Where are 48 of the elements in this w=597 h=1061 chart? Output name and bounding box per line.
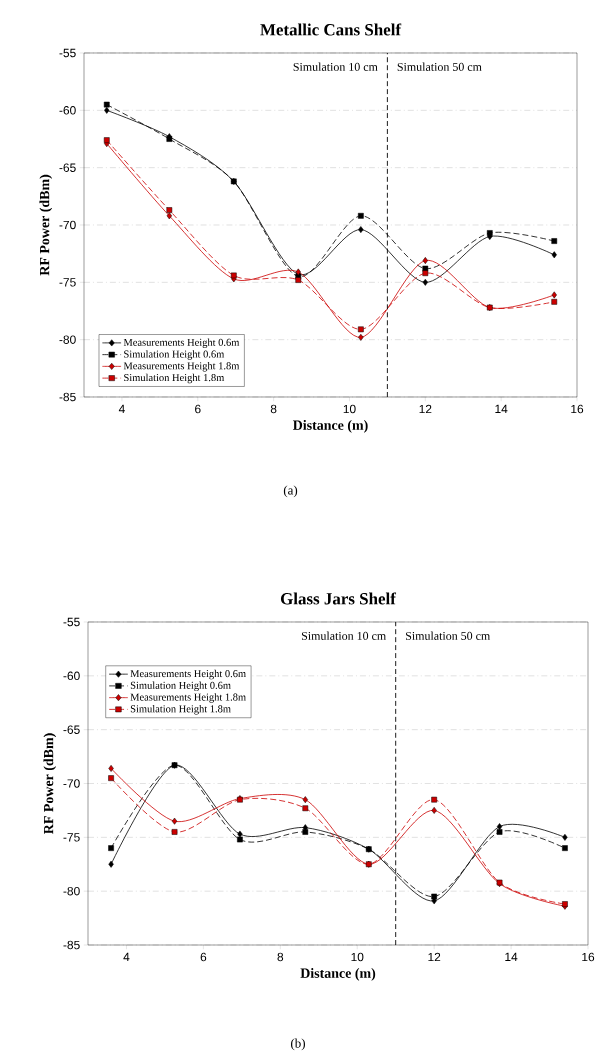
y-tick-label: -60 bbox=[59, 106, 76, 115]
legend-label: Simulation Height 1.8m bbox=[130, 705, 231, 715]
chart-title: Metallic Cans Shelf bbox=[260, 23, 402, 36]
legend-label: Measurements Height 1.8m bbox=[123, 362, 240, 372]
legend-label: Measurements Height 0.6m bbox=[130, 669, 246, 680]
y-tick-label: -85 bbox=[63, 940, 80, 950]
x-tick-label: 4 bbox=[123, 952, 130, 961]
text: (a) bbox=[283, 485, 298, 498]
y-tick-label: -60 bbox=[63, 671, 80, 681]
chart-title: Glass Jars Shelf bbox=[280, 592, 397, 605]
x-tick-label: 6 bbox=[195, 404, 201, 414]
x-tick-label: 8 bbox=[270, 404, 277, 414]
x-axis-title: Distance (m) bbox=[300, 968, 376, 981]
y-axis-title: RF Power (dBm) bbox=[43, 733, 57, 834]
annotation: Simulation 50 cm bbox=[406, 631, 491, 640]
y-tick-label: -70 bbox=[63, 779, 80, 788]
y-tick-label: -55 bbox=[59, 48, 76, 58]
y-tick-label: -80 bbox=[63, 886, 80, 896]
x-tick-label: 10 bbox=[343, 404, 356, 414]
x-tick-label: 6 bbox=[200, 952, 207, 962]
y-axis-title: RF Power (dBm) bbox=[39, 174, 53, 276]
y-tick-label: -65 bbox=[63, 725, 80, 734]
x-tick-label: 14 bbox=[505, 952, 518, 961]
y-tick-label: -65 bbox=[59, 163, 76, 172]
y-tick-label: -85 bbox=[59, 392, 76, 402]
legend-label: Simulation Height 0.6m bbox=[124, 350, 225, 360]
legend-label: Simulation Height 0.6m bbox=[130, 681, 231, 692]
legend-label: Simulation Height 1.8m bbox=[124, 373, 225, 384]
x-tick-label: 14 bbox=[495, 404, 508, 413]
legend-label: Measurements Height 0.6m bbox=[123, 338, 240, 349]
legend-label: Measurements Height 1.8m bbox=[130, 693, 246, 703]
y-tick-label: -80 bbox=[59, 335, 76, 344]
x-tick-label: 12 bbox=[419, 404, 432, 414]
annotation: Simulation 50 cm bbox=[397, 62, 482, 71]
x-tick-label: 12 bbox=[428, 952, 441, 962]
y-tick-label: -75 bbox=[59, 278, 76, 287]
y-tick-label: -75 bbox=[63, 833, 80, 842]
x-tick-label: 16 bbox=[582, 952, 595, 962]
y-tick-label: -55 bbox=[63, 617, 80, 627]
annotation: Simulation 10 cm bbox=[293, 62, 378, 71]
x-axis-title: Distance (m) bbox=[292, 420, 368, 433]
annotation: Simulation 10 cm bbox=[301, 631, 386, 640]
x-tick-label: 4 bbox=[118, 404, 125, 413]
x-tick-label: 10 bbox=[351, 952, 364, 962]
text: (b) bbox=[291, 1038, 305, 1051]
y-tick-label: -70 bbox=[59, 220, 76, 230]
x-tick-label: 16 bbox=[571, 404, 584, 414]
x-tick-label: 8 bbox=[277, 952, 284, 962]
